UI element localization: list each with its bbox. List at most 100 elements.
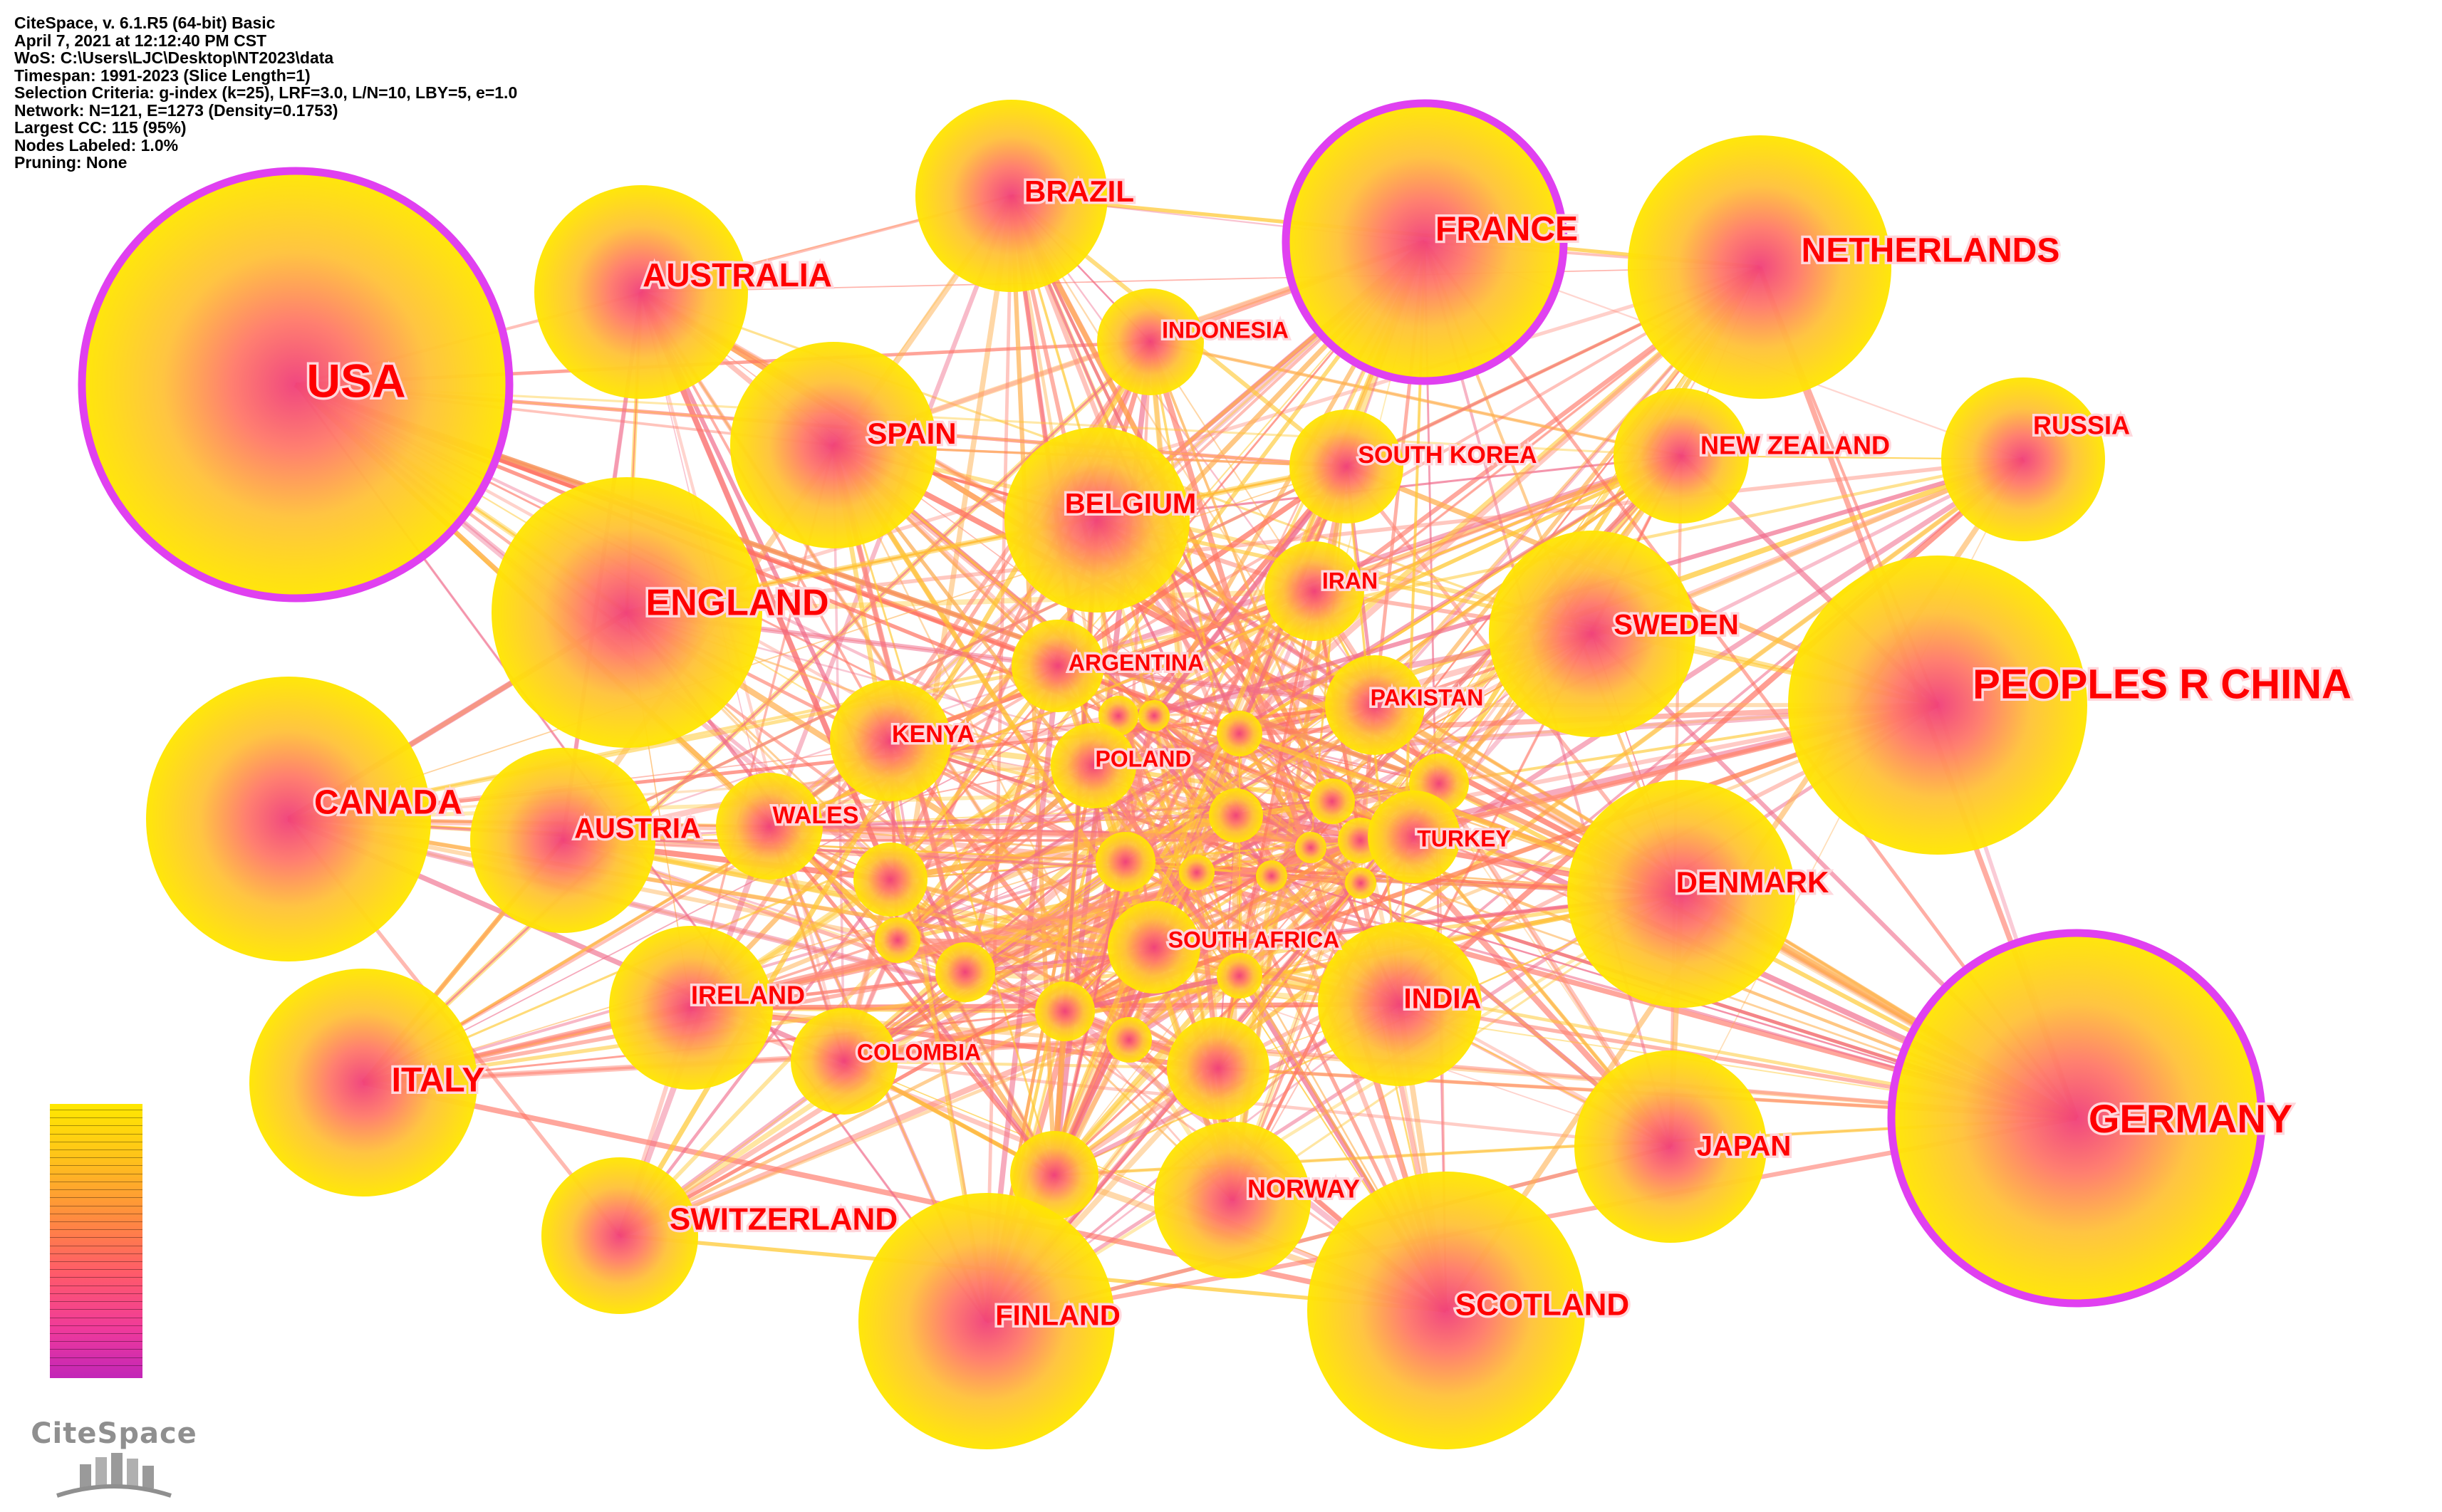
legend-tick — [50, 1293, 142, 1294]
node-unlabeled[interactable] — [1179, 855, 1215, 890]
node-germany[interactable] — [1887, 929, 2266, 1308]
edge — [362, 340, 1152, 1084]
node-japan[interactable] — [1574, 1050, 1767, 1243]
legend-tick — [50, 1149, 142, 1151]
info-line: Largest CC: 115 (95%) — [14, 118, 187, 137]
node-belgium[interactable] — [1004, 427, 1190, 612]
edge — [1057, 665, 1240, 976]
node-south-korea[interactable] — [1289, 410, 1403, 523]
node-switzerland[interactable] — [541, 1157, 698, 1314]
node-spain[interactable] — [730, 342, 937, 548]
node-italy[interactable] — [249, 969, 477, 1196]
node-unlabeled[interactable] — [1309, 778, 1355, 824]
legend-tick — [50, 1309, 142, 1310]
node-usa[interactable] — [78, 167, 514, 603]
edge — [1056, 464, 1349, 669]
node-unlabeled[interactable] — [1209, 788, 1263, 843]
node-indonesia[interactable] — [1097, 288, 1204, 395]
node-unlabeled[interactable] — [1167, 1017, 1269, 1120]
legend-tick — [50, 1357, 142, 1358]
node-unlabeled[interactable] — [1106, 1017, 1152, 1063]
node-australia[interactable] — [534, 185, 748, 399]
node-sweden[interactable] — [1489, 531, 1695, 737]
node-austria[interactable] — [470, 748, 655, 933]
node-label: DENMARK — [1676, 865, 1829, 899]
node-unlabeled[interactable] — [1256, 860, 1287, 892]
node-label: ARGENTINA — [1069, 650, 1204, 675]
node-pakistan[interactable] — [1325, 655, 1425, 755]
edge — [843, 732, 1241, 1063]
node-france[interactable] — [1282, 99, 1568, 385]
edge — [890, 812, 1237, 883]
node-unlabeled[interactable] — [1096, 832, 1155, 892]
edge — [363, 1080, 1447, 1313]
node-label: RUSSIA — [2033, 411, 2130, 440]
node-denmark[interactable] — [1567, 780, 1795, 1008]
node-label: INDONESIA — [1162, 317, 1289, 343]
node-kenya[interactable] — [830, 680, 951, 801]
edge — [640, 291, 1240, 734]
node-poland[interactable] — [1051, 723, 1136, 808]
node-label: GERMANY — [2089, 1096, 2292, 1141]
node-label: KENYA — [892, 721, 975, 748]
node-unlabeled[interactable] — [935, 942, 995, 1002]
node-unlabeled[interactable] — [1010, 1131, 1098, 1219]
edge — [896, 454, 1683, 942]
node-label: JAPAN — [1697, 1131, 1792, 1162]
node-south-africa[interactable] — [1108, 901, 1200, 994]
node-peoples-r-china[interactable] — [1788, 556, 2087, 855]
legend-tick — [50, 1197, 142, 1199]
edge — [1148, 340, 1449, 1312]
node-argentina[interactable] — [1012, 620, 1104, 712]
legend-tick — [50, 1365, 142, 1366]
node-unlabeled[interactable] — [1138, 700, 1170, 731]
edge — [843, 1059, 1219, 1070]
node-label: BRAZIL — [1024, 174, 1134, 208]
edge — [1149, 341, 1334, 802]
node-finland[interactable] — [858, 1193, 1115, 1449]
logo-books-icon — [56, 1453, 172, 1498]
node-russia[interactable] — [1941, 377, 2105, 541]
node-label: TURKEY — [1417, 825, 1511, 851]
edge — [1064, 702, 1939, 1014]
node-new-zealand[interactable] — [1614, 388, 1749, 523]
node-label: INDIA — [1404, 984, 1482, 1015]
node-unlabeled[interactable] — [1217, 711, 1262, 756]
edge — [618, 835, 1415, 1238]
node-unlabeled[interactable] — [1345, 867, 1376, 899]
node-iran[interactable] — [1264, 541, 1364, 641]
node-england[interactable] — [492, 477, 762, 748]
node-india[interactable] — [1318, 922, 1482, 1086]
edge — [1150, 340, 1682, 458]
info-line: Pruning: None — [14, 153, 128, 172]
edge — [984, 195, 1014, 1322]
node-colombia[interactable] — [791, 1008, 898, 1115]
node-unlabeled[interactable] — [853, 843, 928, 917]
node-canada[interactable] — [146, 677, 431, 961]
node-netherlands[interactable] — [1628, 135, 1891, 399]
node-unlabeled[interactable] — [1035, 981, 1095, 1041]
node-label: PEOPLES R CHINA — [1973, 661, 2352, 707]
node-wales[interactable] — [716, 773, 823, 880]
node-ireland[interactable] — [609, 926, 773, 1090]
node-label: AUSTRALIA — [643, 256, 832, 293]
node-brazil[interactable] — [915, 100, 1108, 292]
node-label: NORWAY — [1247, 1174, 1360, 1204]
node-label: FINLAND — [995, 1300, 1121, 1332]
node-label: ITALY — [392, 1062, 485, 1100]
edge — [640, 266, 1760, 293]
node-unlabeled[interactable] — [1295, 832, 1326, 863]
node-turkey[interactable] — [1368, 791, 1460, 883]
edge — [363, 764, 1094, 1084]
node-label: SPAIN — [867, 417, 956, 450]
node-unlabeled[interactable] — [875, 917, 920, 963]
node-scotland[interactable] — [1307, 1172, 1585, 1449]
info-line: Network: N=121, E=1273 (Density=0.1753) — [14, 100, 338, 120]
node-label: SOUTH AFRICA — [1168, 927, 1340, 952]
edge — [1309, 466, 1348, 848]
node-norway[interactable] — [1154, 1122, 1311, 1278]
legend-tick — [50, 1189, 142, 1191]
edge — [1064, 838, 1362, 1013]
node-unlabeled[interactable] — [1217, 953, 1262, 999]
edge — [363, 590, 1315, 1083]
